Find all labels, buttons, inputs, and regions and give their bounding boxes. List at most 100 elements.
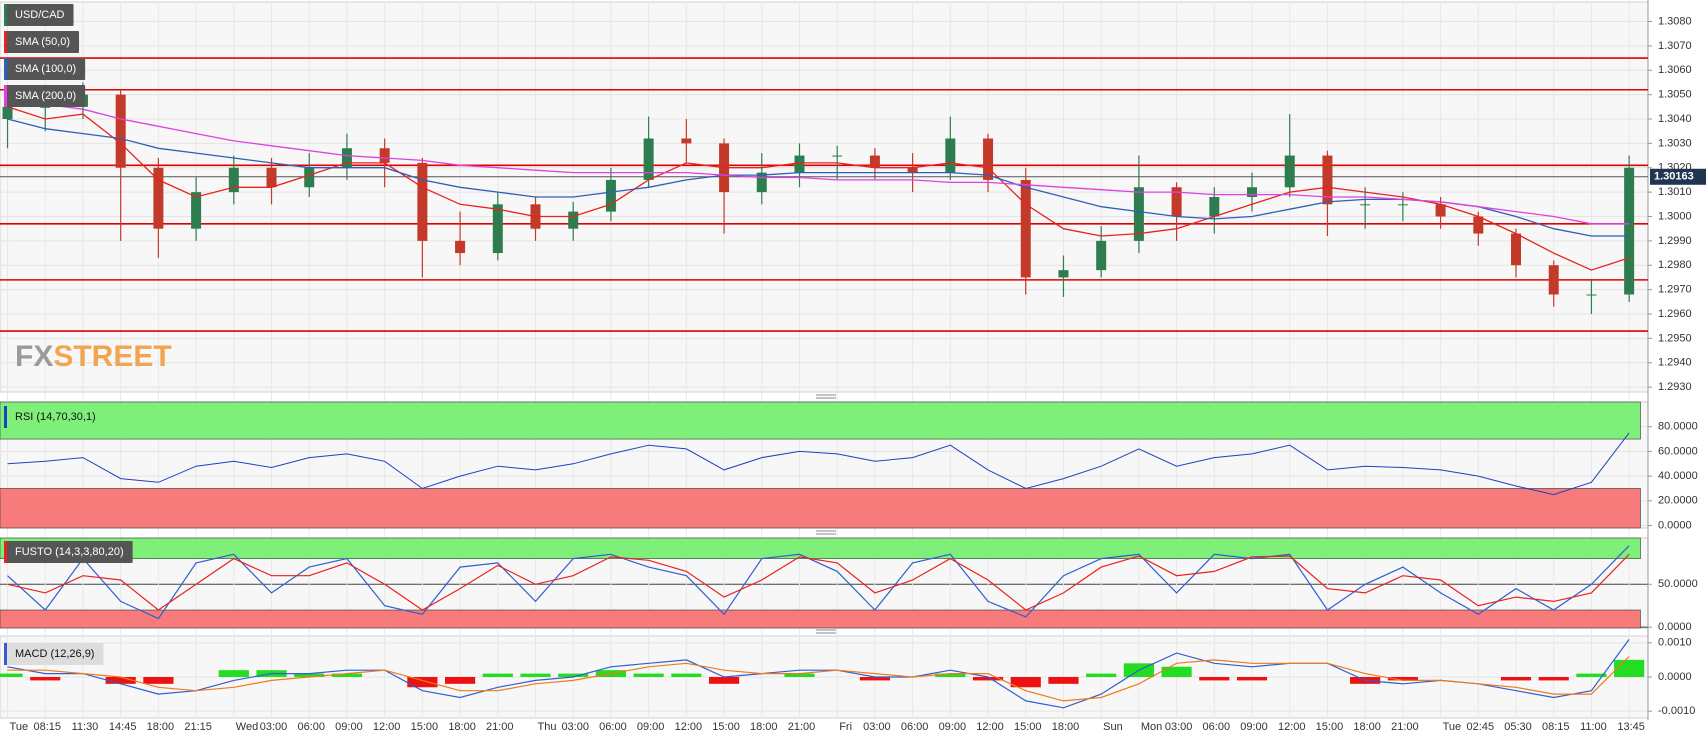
legend-stripe [4,643,7,665]
y-tick-label: 50.0000 [1658,578,1698,590]
line-series [7,98,1630,225]
histogram-bar [708,677,740,684]
x-tick-label: 18:00 [1052,721,1080,733]
histogram-bar [935,673,966,677]
candle-body [756,172,767,193]
candle-body [455,240,466,254]
histogram-bar [1010,677,1041,688]
histogram-bar [143,677,174,684]
line-series [7,553,1630,611]
legend-stripe [4,541,7,563]
histogram-bar [1500,677,1532,681]
y-tick-label: 1.2970 [1658,284,1692,296]
x-tick-label: 12:00 [976,721,1004,733]
legend-box [4,643,104,665]
x-tick-label: 03:00 [1165,721,1193,733]
histogram-bar [30,677,61,681]
x-tick-label: Thu [538,721,557,733]
legend-label: MACD (12,26,9) [15,648,94,660]
y-tick-label: 1.3080 [1658,15,1692,27]
legend-item: SMA (50,0) [4,31,80,53]
histogram-bar [859,677,890,681]
legend-stripe [4,4,7,26]
line-series [7,545,1630,620]
x-tick-label: 15:00 [1316,721,1344,733]
x-tick-label: 18:00 [448,721,476,733]
histogram-bar [407,677,438,688]
line-series [7,118,1630,237]
x-tick-label: 02:45 [1467,721,1495,733]
histogram-bar [1236,677,1268,681]
candle-body [2,106,13,119]
x-tick-label: 09:00 [1240,721,1268,733]
histogram-bar [1538,677,1569,681]
oversold-zone [0,488,1641,529]
legend-box [4,4,74,26]
y-tick-label: 80.0000 [1658,421,1698,433]
histogram-bar [558,673,589,677]
candle-body [1624,167,1635,295]
legend-label: RSI (14,70,30,1) [15,411,96,423]
legend-box [4,406,105,428]
candle-body [304,167,315,188]
y-tick-label: 1.3060 [1658,64,1692,76]
x-tick-label: 06:00 [297,721,325,733]
x-tick-label: Fri [839,721,852,733]
legend-box [4,58,86,80]
legend-item: RSI (14,70,30,1) [4,406,105,428]
candle-body [492,204,503,254]
y-tick-label: 1.2960 [1658,308,1692,320]
watermark-street: STREET [53,340,171,373]
y-tick-label: 1.2950 [1658,332,1692,344]
y-tick-label: 60.0000 [1658,445,1698,457]
histogram-bar [331,673,363,677]
x-tick-label: Sun [1103,721,1123,733]
x-tick-label: 18:00 [147,721,175,733]
candle-body [643,138,654,180]
last-price-box [1650,168,1706,185]
candle-body [1586,294,1597,296]
candle-body [1058,270,1069,278]
x-tick-label: 15:00 [411,721,439,733]
x-tick-label: 09:00 [939,721,967,733]
histogram-bar [1614,659,1645,677]
y-tick-label: 1.3070 [1658,40,1692,52]
histogram-bar [972,677,1004,681]
x-tick-label: 12:00 [1278,721,1306,733]
x-tick-label: 18:00 [750,721,778,733]
candle-body [1435,204,1446,217]
x-tick-label: 13:45 [1617,721,1645,733]
x-tick-label: 09:00 [335,721,363,733]
candle-body [1133,187,1144,241]
x-tick-label: 06:00 [599,721,627,733]
candle-body [115,94,126,168]
candle-body [794,155,805,173]
histogram-bar [482,673,513,677]
histogram-bar [1086,673,1117,677]
legend-stripe [4,31,7,53]
x-tick-label: 21:00 [1391,721,1419,733]
x-tick-label: 21:00 [788,721,816,733]
candle-body [417,162,428,241]
legend-stripe [4,58,7,80]
candle-body [379,148,390,163]
candle-body [945,138,956,173]
candle-body [1284,155,1295,188]
legend-stripe [4,85,7,107]
legend-item: SMA (200,0) [4,85,86,107]
candle-body [1360,204,1371,206]
x-tick-label: 03:00 [260,721,288,733]
legend-label: USD/CAD [15,9,65,21]
histogram-bar [105,677,136,684]
legend-stripe [4,406,7,428]
legend-item: MACD (12,26,9) [4,643,104,665]
y-tick-label: 0.0010 [1658,637,1692,649]
candle-body [1322,155,1333,205]
x-tick-label: Mon [1141,721,1162,733]
y-tick-label: 1.3010 [1658,186,1692,198]
histogram-bar [1161,666,1192,677]
candle-body [568,211,579,229]
candle-body [191,192,202,229]
histogram-bar [294,673,325,677]
